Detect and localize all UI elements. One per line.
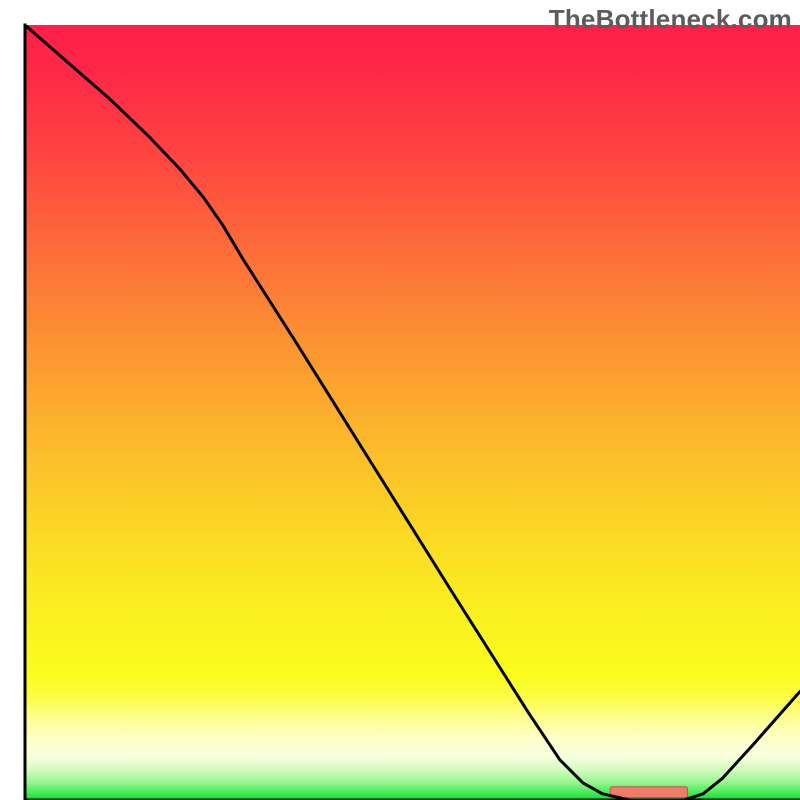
bottleneck-chart [0,0,800,800]
optimal-range-marker [610,787,688,798]
chart-container: TheBottleneck.com [0,0,800,800]
gradient-background [25,25,800,800]
